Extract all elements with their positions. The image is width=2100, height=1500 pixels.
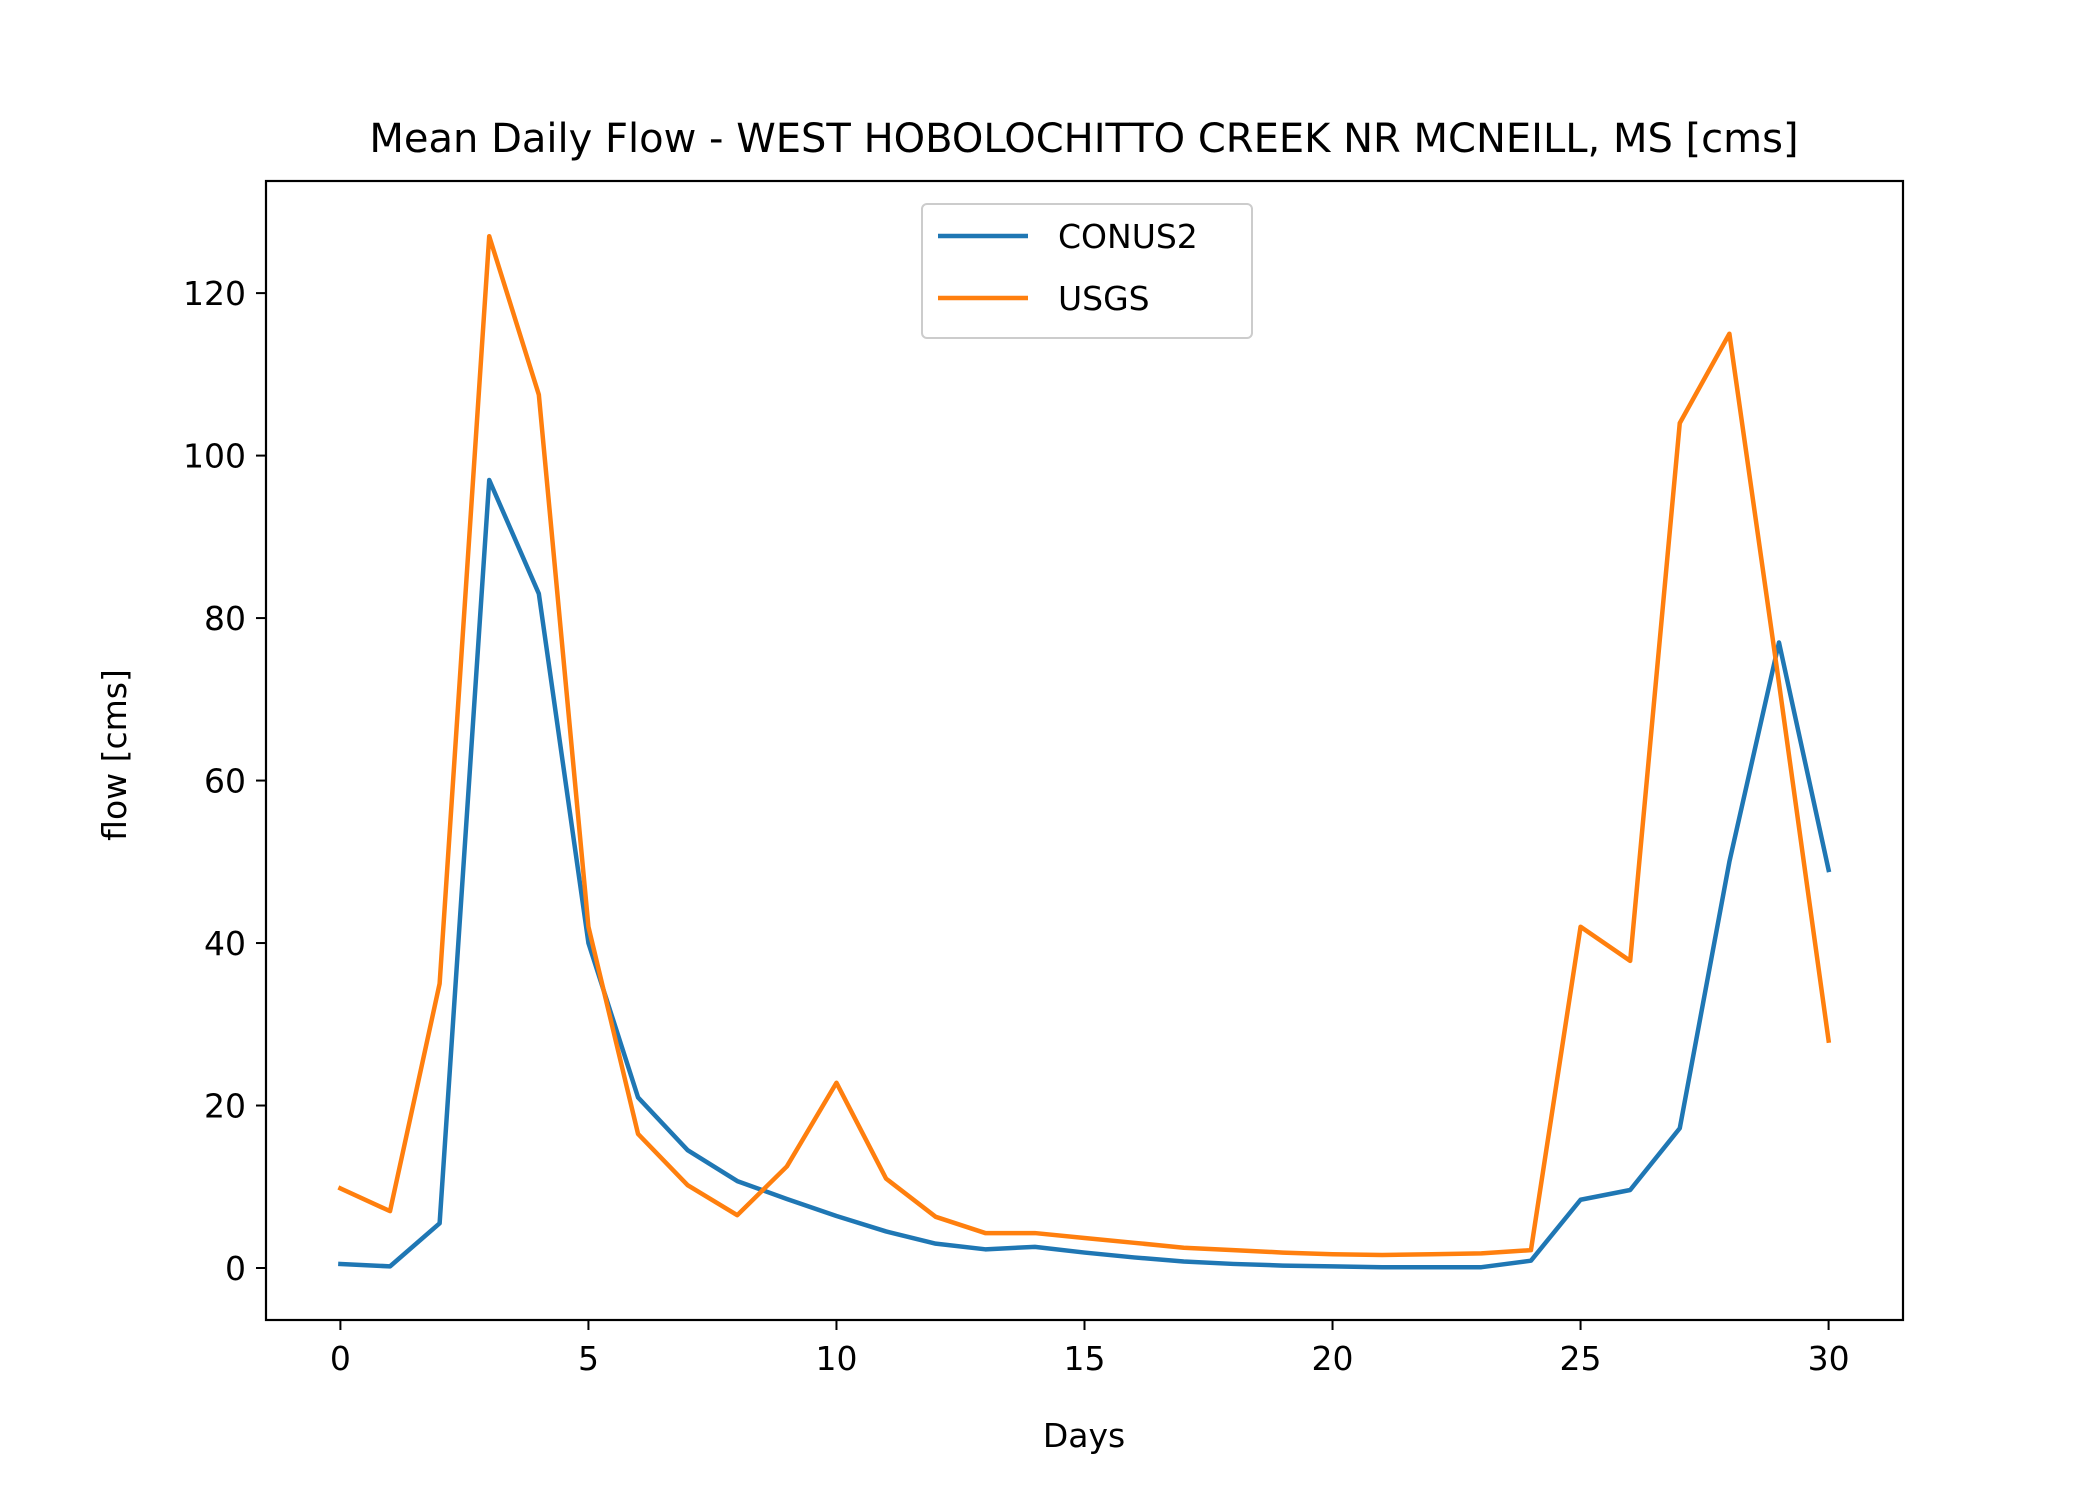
plot-area (337, 233, 1832, 1270)
legend-label-usgs: USGS (1058, 279, 1150, 318)
y-tick-label: 120 (183, 274, 246, 313)
y-tick-label: 80 (204, 599, 246, 638)
x-tick-label: 0 (330, 1339, 351, 1378)
legend-label-conus2: CONUS2 (1058, 217, 1198, 256)
legend: CONUS2 USGS (921, 203, 1253, 339)
x-tick-label: 10 (815, 1339, 857, 1378)
x-tick-label: 25 (1560, 1339, 1602, 1378)
series-line-conus2 (338, 477, 1832, 1270)
y-tick-label: 20 (204, 1087, 246, 1126)
axes: 0 5 10 15 20 25 30 0 20 40 60 80 100 120 (183, 179, 1905, 1378)
x-tick-label: 20 (1312, 1339, 1354, 1378)
x-axis-title: Days (1043, 1416, 1125, 1455)
chart-title: Mean Daily Flow - WEST HOBOLOCHITTO CREE… (369, 116, 1798, 162)
x-tick-label: 15 (1064, 1339, 1106, 1378)
y-axis-title: flow [cms] (95, 669, 134, 841)
y-tick-label: 100 (183, 437, 246, 476)
x-tick-label: 5 (578, 1339, 599, 1378)
x-tick-label: 30 (1808, 1339, 1850, 1378)
y-tick-label: 60 (204, 762, 246, 801)
y-tick-label: 40 (204, 924, 246, 963)
series-line-usgs (337, 233, 1832, 1258)
y-tick-label: 0 (225, 1249, 246, 1288)
